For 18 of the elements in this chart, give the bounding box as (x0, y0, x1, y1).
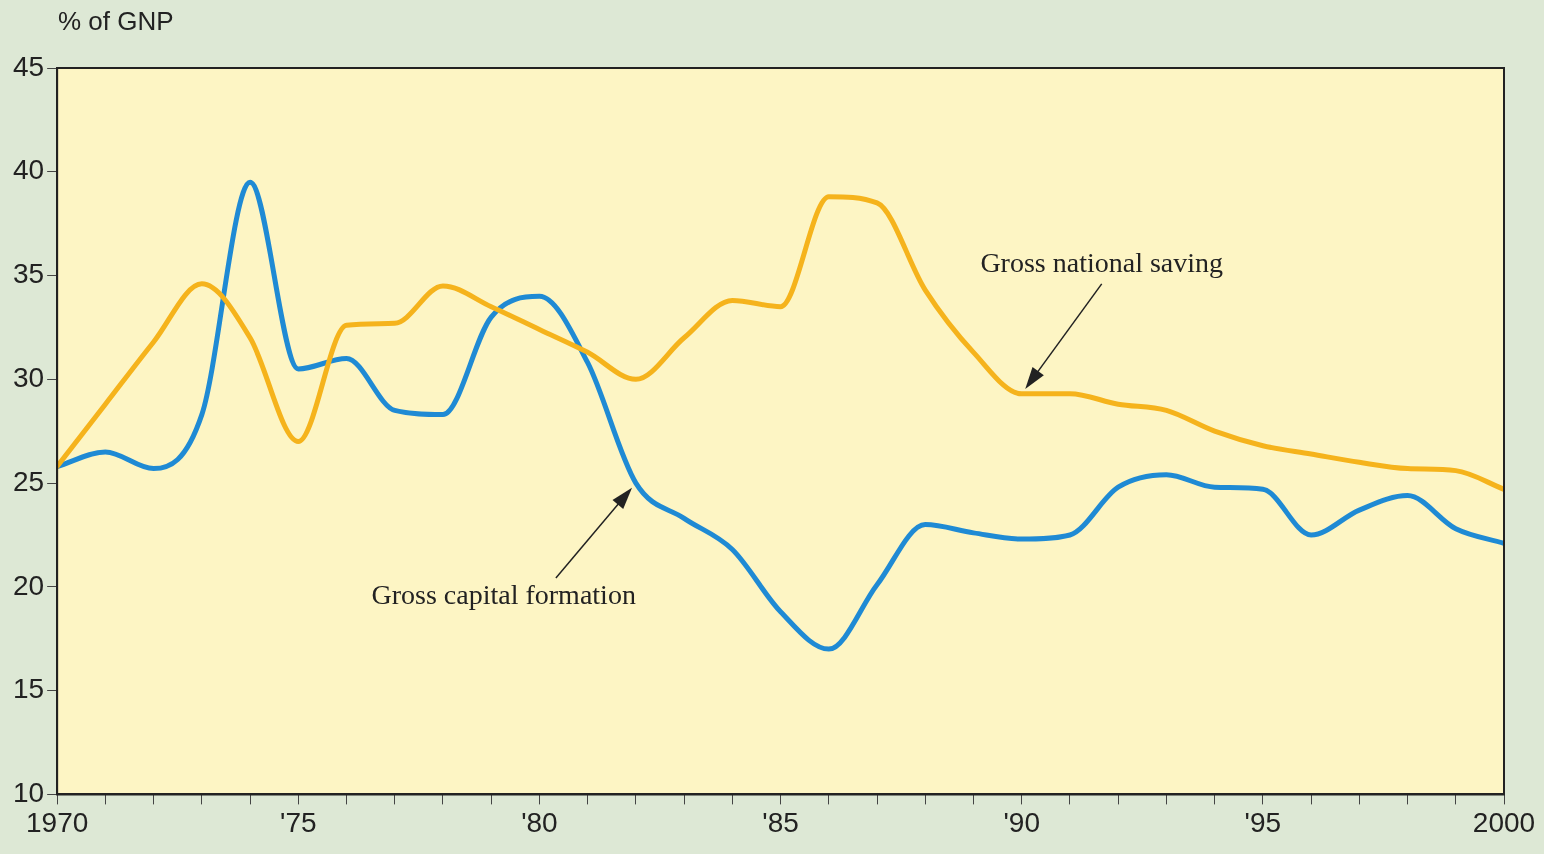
series-label: Gross national saving (980, 247, 1224, 279)
x-tick-label: '85 (762, 806, 799, 838)
y-axis-title: % of GNP (58, 6, 174, 37)
y-tick-label: 25 (12, 465, 45, 497)
x-tick-label: 1970 (26, 806, 89, 838)
x-tick-label: '80 (521, 806, 558, 838)
y-tick-label: 35 (12, 258, 45, 290)
x-tick-label: '75 (280, 806, 317, 838)
x-tick-label: 2000 (1472, 806, 1536, 838)
y-tick-label: 30 (12, 362, 45, 394)
text: Gross capital formation (371, 579, 636, 611)
y-tick-label: 15 (12, 673, 45, 705)
y-tick-label: 20 (12, 569, 45, 601)
y-tick-label: 40 (12, 154, 45, 186)
y-tick-label: 45 (12, 50, 45, 82)
y-tick-label: 10 (12, 777, 45, 809)
x-tick-label: '95 (1244, 806, 1282, 838)
x-tick-label: '90 (1003, 806, 1040, 838)
